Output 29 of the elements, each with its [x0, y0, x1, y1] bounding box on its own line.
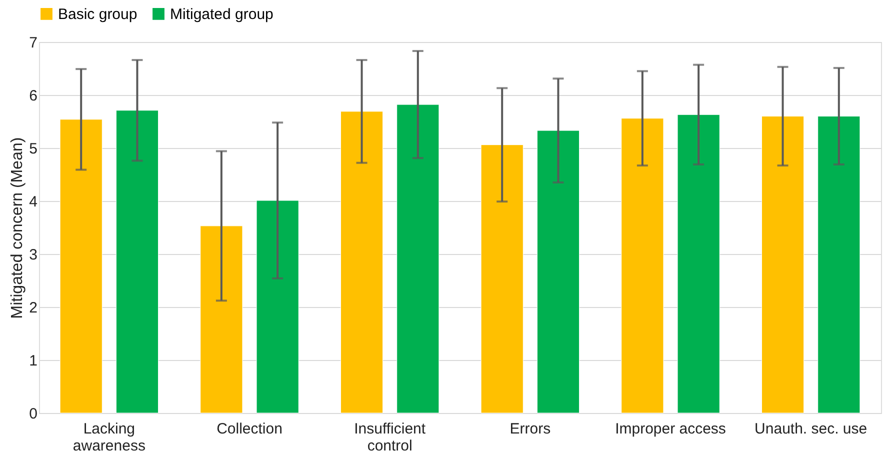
bar [621, 118, 664, 414]
bar [116, 110, 159, 414]
y-axis-title: Mitigated concern (Mean) [9, 137, 26, 319]
bar [480, 144, 524, 414]
y-tick-label: 6 [29, 88, 38, 104]
bar [761, 116, 804, 414]
legend-label: Basic group [58, 6, 138, 23]
y-tick-label: 1 [29, 352, 38, 370]
bar [677, 114, 720, 414]
bar [340, 111, 384, 414]
legend-label: Mitigated group [170, 6, 274, 23]
y-tick-label: 3 [29, 246, 38, 264]
x-tick-label: Insufficient control [354, 420, 426, 454]
x-tick-label: Improper access [615, 420, 726, 438]
y-tick-label: 4 [29, 194, 38, 210]
y-tick-label: 5 [29, 140, 38, 158]
y-tick-label: 2 [29, 300, 38, 316]
bar [60, 119, 102, 414]
y-tick-label: 7 [29, 34, 38, 52]
x-tick-label: Unauth. sec. use [754, 420, 868, 438]
bar [256, 200, 299, 414]
x-tick-label: Lacking awareness [72, 420, 146, 454]
bar [396, 104, 440, 414]
x-tick-label: Errors [510, 420, 551, 438]
x-tick-label: Collection [216, 420, 282, 438]
y-tick-label: 0 [29, 406, 38, 422]
bar [818, 116, 860, 414]
bar [200, 226, 243, 414]
bar [536, 130, 580, 414]
